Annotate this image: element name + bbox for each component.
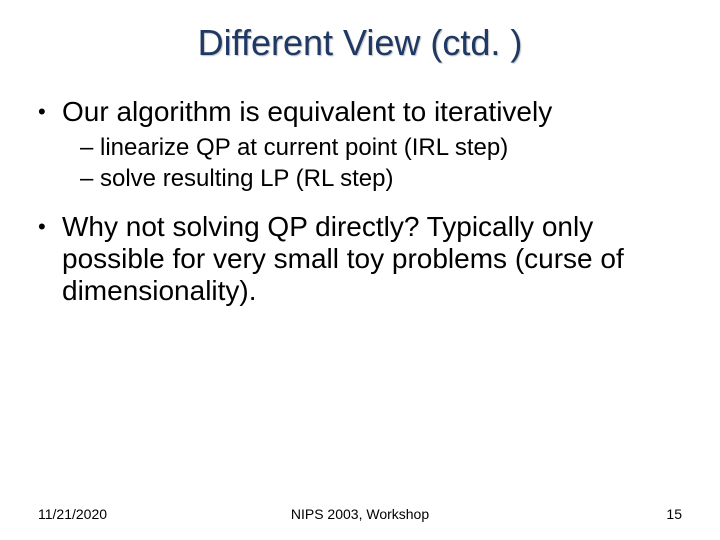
- slide: Different View (ctd. ) • Our algorithm i…: [0, 0, 720, 540]
- bullet-text: Why not solving QP directly? Typically o…: [62, 211, 682, 308]
- footer-date: 11/21/2020: [38, 506, 107, 522]
- bullet-item: • Our algorithm is equivalent to iterati…: [38, 96, 682, 128]
- slide-footer: 11/21/2020 NIPS 2003, Workshop 15: [0, 506, 720, 522]
- bullet-item: • Why not solving QP directly? Typically…: [38, 211, 682, 308]
- bullet-marker: –: [80, 134, 100, 162]
- slide-body: • Our algorithm is equivalent to iterati…: [0, 64, 720, 307]
- bullet-text: solve resulting LP (RL step): [100, 165, 682, 193]
- bullet-marker: •: [38, 96, 62, 128]
- bullet-item: – linearize QP at current point (IRL ste…: [80, 134, 682, 162]
- spacer: [38, 195, 682, 211]
- footer-center: NIPS 2003, Workshop: [291, 506, 429, 522]
- bullet-text: Our algorithm is equivalent to iterative…: [62, 96, 682, 128]
- title-container: Different View (ctd. ): [0, 0, 720, 64]
- bullet-item: – solve resulting LP (RL step): [80, 165, 682, 193]
- bullet-marker: –: [80, 165, 100, 193]
- bullet-text: linearize QP at current point (IRL step): [100, 134, 682, 162]
- slide-title: Different View (ctd. ): [198, 22, 523, 64]
- bullet-marker: •: [38, 211, 62, 243]
- footer-page-number: 15: [666, 506, 682, 522]
